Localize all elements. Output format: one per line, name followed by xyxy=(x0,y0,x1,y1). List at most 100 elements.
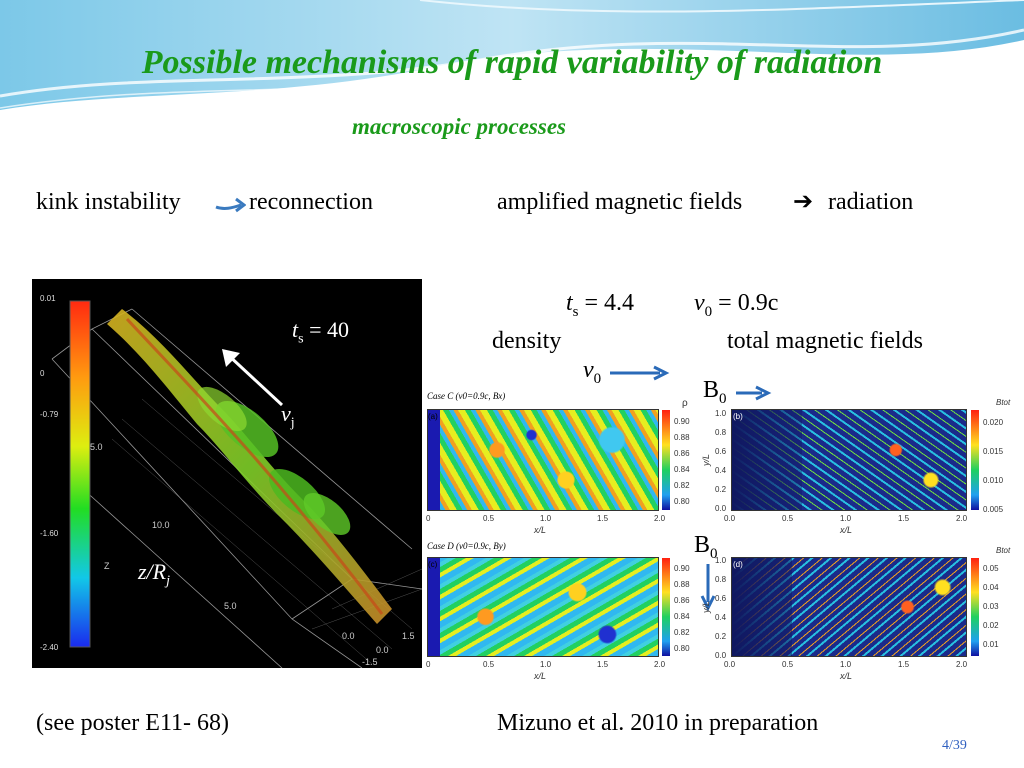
x-tick: 1.5 xyxy=(898,660,910,669)
velocity-symbol: v xyxy=(694,290,705,316)
x-tick: 1.5 xyxy=(597,660,609,669)
x-axis-label: x/L xyxy=(534,671,547,681)
v0-symbol: v xyxy=(583,357,594,383)
b0-symbol: B xyxy=(703,377,720,403)
b0-right-arrow-icon xyxy=(736,385,772,401)
colorbar-tick: 0.020 xyxy=(983,418,1004,427)
density-plot-case-c xyxy=(427,409,659,511)
panel-label: (c) xyxy=(428,560,438,569)
magnetic-field-plot-case-d xyxy=(731,557,967,657)
density-plot-case-d xyxy=(427,557,659,657)
colorbar-tick: 0.86 xyxy=(674,596,690,605)
x-tick: 0.0 xyxy=(724,660,736,669)
time-subscript: s xyxy=(298,331,304,347)
time-value: = 40 xyxy=(303,317,349,342)
colorbar-tick: 0 xyxy=(40,369,45,378)
right-arrow-icon xyxy=(215,197,246,213)
colorbar-tick: 0.80 xyxy=(674,497,690,506)
colorbar-tick: 0.84 xyxy=(674,612,690,621)
x-axis-label: x/L xyxy=(840,525,853,535)
y-axis-label: y/L xyxy=(701,600,712,614)
magnetic-field-plot-case-c xyxy=(731,409,967,511)
grid-label: 5.0 xyxy=(90,442,103,452)
y-tick: 0.2 xyxy=(715,485,727,494)
y-axis-label: y/L xyxy=(701,453,712,467)
y-tick: 0.0 xyxy=(715,651,727,660)
v0-arrow-label: v0 xyxy=(583,357,601,388)
total-magnetic-fields-heading: total magnetic fields xyxy=(727,328,923,354)
colorbar-tick: 0.01 xyxy=(40,294,56,303)
grid-label: 1.5 xyxy=(402,631,415,641)
amplified-fields-text: amplified magnetic fields xyxy=(497,189,743,215)
velocity-subscript: j xyxy=(290,415,295,431)
x-tick: 0.5 xyxy=(782,660,794,669)
axis-label-zrj: z/Rj xyxy=(138,559,170,589)
b0-subscript: 0 xyxy=(719,390,727,407)
kink-instability-text: kink instability xyxy=(36,189,181,215)
x-tick: 0.5 xyxy=(483,660,495,669)
x-axis-label: x/L xyxy=(840,671,853,681)
grid-label: -1.5 xyxy=(362,657,378,667)
panel-label: (a) xyxy=(428,412,438,421)
rho-label: ρ xyxy=(682,398,688,409)
case-c-caption: Case C (v0=0.9c, Bx) xyxy=(427,391,506,401)
density-colorbar xyxy=(662,410,670,510)
slide-title: Possible mechanisms of rapid variability… xyxy=(141,44,883,81)
x-tick: 2.0 xyxy=(956,660,968,669)
time-condition-label: ts = 4.4 xyxy=(566,290,634,321)
y-tick: 0.4 xyxy=(715,613,727,622)
x-tick: 0.5 xyxy=(483,514,495,523)
y-tick: 0.8 xyxy=(715,575,727,584)
x-tick: 1.0 xyxy=(540,660,552,669)
b0-subscript: 0 xyxy=(710,545,718,562)
grid-label: 5.0 xyxy=(224,601,237,611)
x-tick: 1.0 xyxy=(840,514,852,523)
x-axis-label: x/L xyxy=(534,525,547,535)
case-d-caption: Case D (v0=0.9c, By) xyxy=(427,541,506,551)
btot-colorbar xyxy=(971,410,979,510)
x-tick: 1.5 xyxy=(898,514,910,523)
time-symbol: t xyxy=(566,290,573,316)
colorbar-tick: 0.90 xyxy=(674,564,690,573)
colorbar-tick: 0.04 xyxy=(983,583,999,592)
colorbar-tick: 0.88 xyxy=(674,580,690,589)
colorbar-tick: 0.82 xyxy=(674,481,690,490)
y-tick: 0.6 xyxy=(715,594,727,603)
colorbar-tick: 0.03 xyxy=(983,602,999,611)
velocity-condition-label: v0 = 0.9c xyxy=(694,290,778,321)
btot-colorbar xyxy=(971,558,979,656)
panel-label: (d) xyxy=(733,560,743,569)
time-value: = 4.4 xyxy=(578,290,635,316)
btot-label: Btot xyxy=(996,398,1011,407)
jet-direction-arrow-icon xyxy=(222,349,284,407)
panel-label: (b) xyxy=(733,412,743,421)
implies-arrow-icon: ➔ xyxy=(793,189,814,215)
colorbar-tick: 0.01 xyxy=(983,640,999,649)
colorbar-tick: 0.90 xyxy=(674,417,690,426)
citation-reference: Mizuno et al. 2010 in preparation xyxy=(497,710,819,736)
colorbar-tick: 0.010 xyxy=(983,476,1004,485)
x-tick: 1.0 xyxy=(840,660,852,669)
grid-label: 0.0 xyxy=(376,645,389,655)
colorbar-tick: 0.015 xyxy=(983,447,1004,456)
colorbar-tick: -2.40 xyxy=(40,643,59,652)
v0-subscript: 0 xyxy=(593,370,602,387)
btot-label: Btot xyxy=(996,546,1011,555)
b0-label-bottom: B0 xyxy=(694,532,718,563)
x-tick: 0.5 xyxy=(782,514,794,523)
time-symbol: t xyxy=(292,317,299,342)
axis-label-subscript: j xyxy=(166,573,171,589)
grid-label: 0.0 xyxy=(342,631,355,641)
b0-label-top: B0 xyxy=(703,377,727,408)
y-tick: 0.0 xyxy=(715,504,727,513)
header-wave-decoration xyxy=(0,0,1024,110)
time-subscript: s xyxy=(572,303,579,320)
density-heading: density xyxy=(492,328,562,354)
page-number: 4/39 xyxy=(942,738,967,753)
x-tick: 2.0 xyxy=(654,514,666,523)
velocity-value: = 0.9c xyxy=(712,290,779,316)
jet-velocity-label: vj xyxy=(281,401,295,431)
colorbar-tick: 0.84 xyxy=(674,465,690,474)
colorbar-tick: -1.60 xyxy=(40,529,59,538)
poster-reference: (see poster E11- 68) xyxy=(36,710,230,736)
